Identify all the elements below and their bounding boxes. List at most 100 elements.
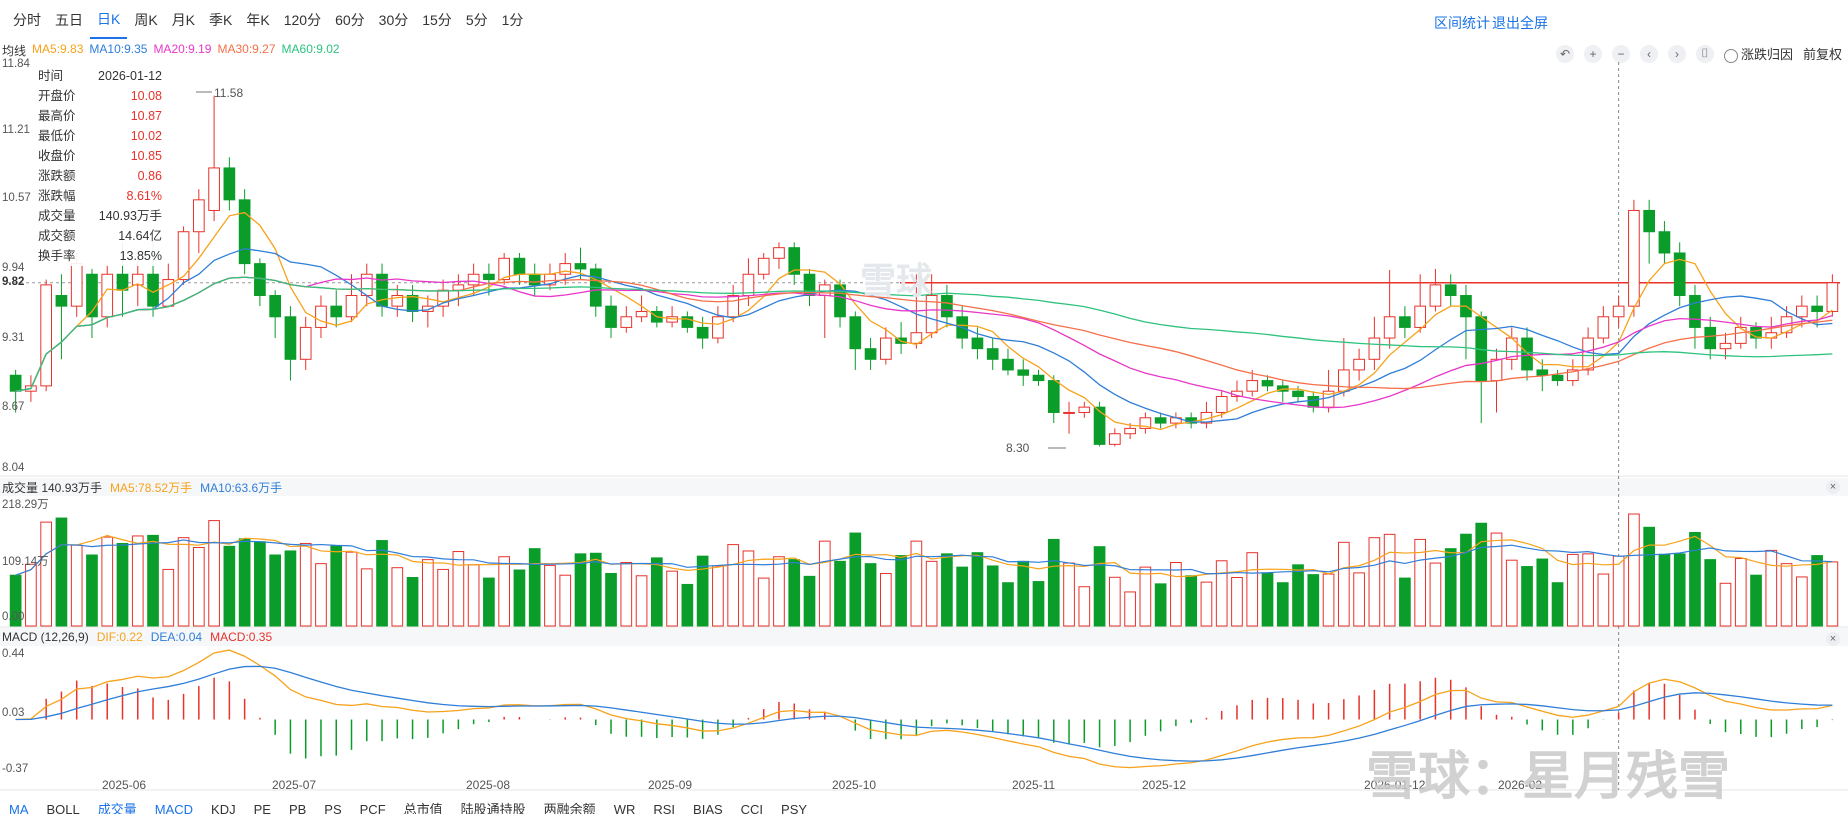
tab-indicator[interactable]: BIAS <box>693 802 723 814</box>
tab-indicator[interactable]: WR <box>613 802 636 814</box>
dif-line <box>15 649 1833 769</box>
candle-body <box>55 295 68 307</box>
zoom-out-icon[interactable]: − <box>1611 44 1630 63</box>
volume-bar <box>1521 566 1533 627</box>
tab-indicator[interactable]: PCF <box>359 802 386 814</box>
info-key: 涨跌额 <box>38 169 76 183</box>
tab-indicator[interactable]: CCI <box>740 802 764 814</box>
candle-body <box>192 199 205 233</box>
macd-header-bg <box>0 628 1848 646</box>
info-row: 开盘价 10.08 <box>34 86 166 106</box>
tab-period[interactable]: 日K <box>90 1 128 39</box>
volume-bar <box>116 542 129 627</box>
adjust-select[interactable]: 前复权 <box>1802 47 1842 62</box>
volume-bar <box>1002 582 1014 627</box>
volume-bar <box>574 553 587 627</box>
volume-bar <box>1353 572 1365 627</box>
info-value: 8.61% <box>126 189 162 203</box>
tab-period[interactable]: 季K <box>209 12 233 28</box>
tab-period[interactable]: 周K <box>134 12 158 28</box>
volume-tick: 218.29万 <box>2 499 49 511</box>
reset-icon[interactable]: ⌷ <box>1695 44 1714 63</box>
range-stats-link[interactable]: 区间统计 <box>1434 15 1490 31</box>
volume-bar <box>925 560 938 627</box>
candle-body <box>803 273 816 297</box>
candle-body <box>574 263 587 270</box>
volume-bar <box>941 553 953 627</box>
info-row: 成交额 14.64亿 <box>34 226 166 246</box>
tab-indicator[interactable]: 陆股通持股 <box>460 802 526 814</box>
attribution-toggle[interactable]: 涨跌归因 <box>1723 44 1793 63</box>
macd-tick: 0.44 <box>2 648 25 660</box>
tab-indicator[interactable]: RSI <box>653 802 676 814</box>
volume-bar <box>1154 583 1167 627</box>
tab-indicator[interactable]: 两融余额 <box>543 802 596 814</box>
volume-bar <box>1658 553 1671 627</box>
volume-bar <box>25 563 37 627</box>
close-volume-icon[interactable]: × <box>1826 480 1840 494</box>
tab-period[interactable]: 五日 <box>55 12 83 28</box>
candle-body <box>605 305 617 328</box>
volume-bar <box>1337 541 1350 627</box>
volume-bar <box>879 572 892 627</box>
volume-bar <box>1261 572 1274 627</box>
next-icon[interactable]: › <box>1667 44 1686 63</box>
tab-indicator[interactable]: PSY <box>781 802 808 814</box>
info-row: 时间 2026-01-12 <box>34 66 166 86</box>
tab-period[interactable]: 60分 <box>335 12 365 28</box>
tab-period[interactable]: 120分 <box>283 12 322 28</box>
tab-period[interactable]: 年K <box>246 12 270 28</box>
tab-indicator[interactable]: PS <box>324 802 342 814</box>
info-value: 10.02 <box>130 129 162 143</box>
exit-fullscreen-link[interactable]: 退出全屏 <box>1492 15 1548 31</box>
volume-bar <box>86 554 98 627</box>
volume-bar <box>1505 559 1518 627</box>
info-row: 涨跌幅 8.61% <box>34 186 166 206</box>
volume-bar <box>986 565 999 627</box>
zoom-in-icon[interactable]: + <box>1583 44 1602 63</box>
tab-period[interactable]: 1分 <box>501 12 524 28</box>
volume-bar <box>1689 531 1701 627</box>
info-value: 10.87 <box>130 109 162 123</box>
tab-period[interactable]: 分时 <box>13 12 41 28</box>
volume-bar <box>376 540 388 627</box>
volume-bar <box>1383 533 1396 627</box>
volume-bar <box>620 562 633 627</box>
tab-indicator[interactable]: 总市值 <box>403 802 443 814</box>
x-tick-label: 2025-10 <box>832 778 877 792</box>
candle-body <box>1093 406 1106 445</box>
candle-body <box>1047 380 1060 413</box>
tab-indicator[interactable]: MACD <box>154 802 194 814</box>
volume-bar <box>345 551 358 627</box>
volume-bar <box>1200 581 1213 627</box>
volume-bar <box>1368 537 1381 627</box>
tab-period[interactable]: 月K <box>171 12 196 28</box>
volume-bar <box>498 556 511 627</box>
tab-indicator[interactable]: BOLL <box>46 802 80 814</box>
tab-indicator[interactable]: KDJ <box>211 802 236 814</box>
tab-indicator[interactable]: PE <box>253 802 271 814</box>
undo-icon[interactable]: ↶ <box>1555 44 1574 63</box>
volume-bar <box>330 545 343 627</box>
volume-bar <box>452 551 465 627</box>
volume-bar <box>1429 562 1442 627</box>
candle-body <box>467 273 480 286</box>
price-tick: 10.57 <box>2 192 31 204</box>
tab-indicator[interactable]: MA <box>9 802 29 814</box>
volume-bar <box>757 577 770 627</box>
tab-period[interactable]: 5分 <box>465 12 488 28</box>
close-macd-icon[interactable]: × <box>1826 632 1840 646</box>
volume-bar <box>208 520 220 627</box>
volume-bar <box>544 564 556 627</box>
tab-indicator[interactable]: PB <box>288 802 307 814</box>
volume-title: 成交量 140.93万手 <box>2 481 103 495</box>
tab-period[interactable]: 15分 <box>422 12 452 28</box>
volume-bar <box>1017 560 1030 627</box>
volume-bar <box>391 567 404 627</box>
candle-body <box>1582 337 1594 371</box>
tab-period[interactable]: 30分 <box>378 12 409 28</box>
volume-bar <box>1215 560 1228 627</box>
tab-indicator[interactable]: 成交量 <box>97 802 137 814</box>
prev-icon[interactable]: ‹ <box>1639 44 1658 63</box>
